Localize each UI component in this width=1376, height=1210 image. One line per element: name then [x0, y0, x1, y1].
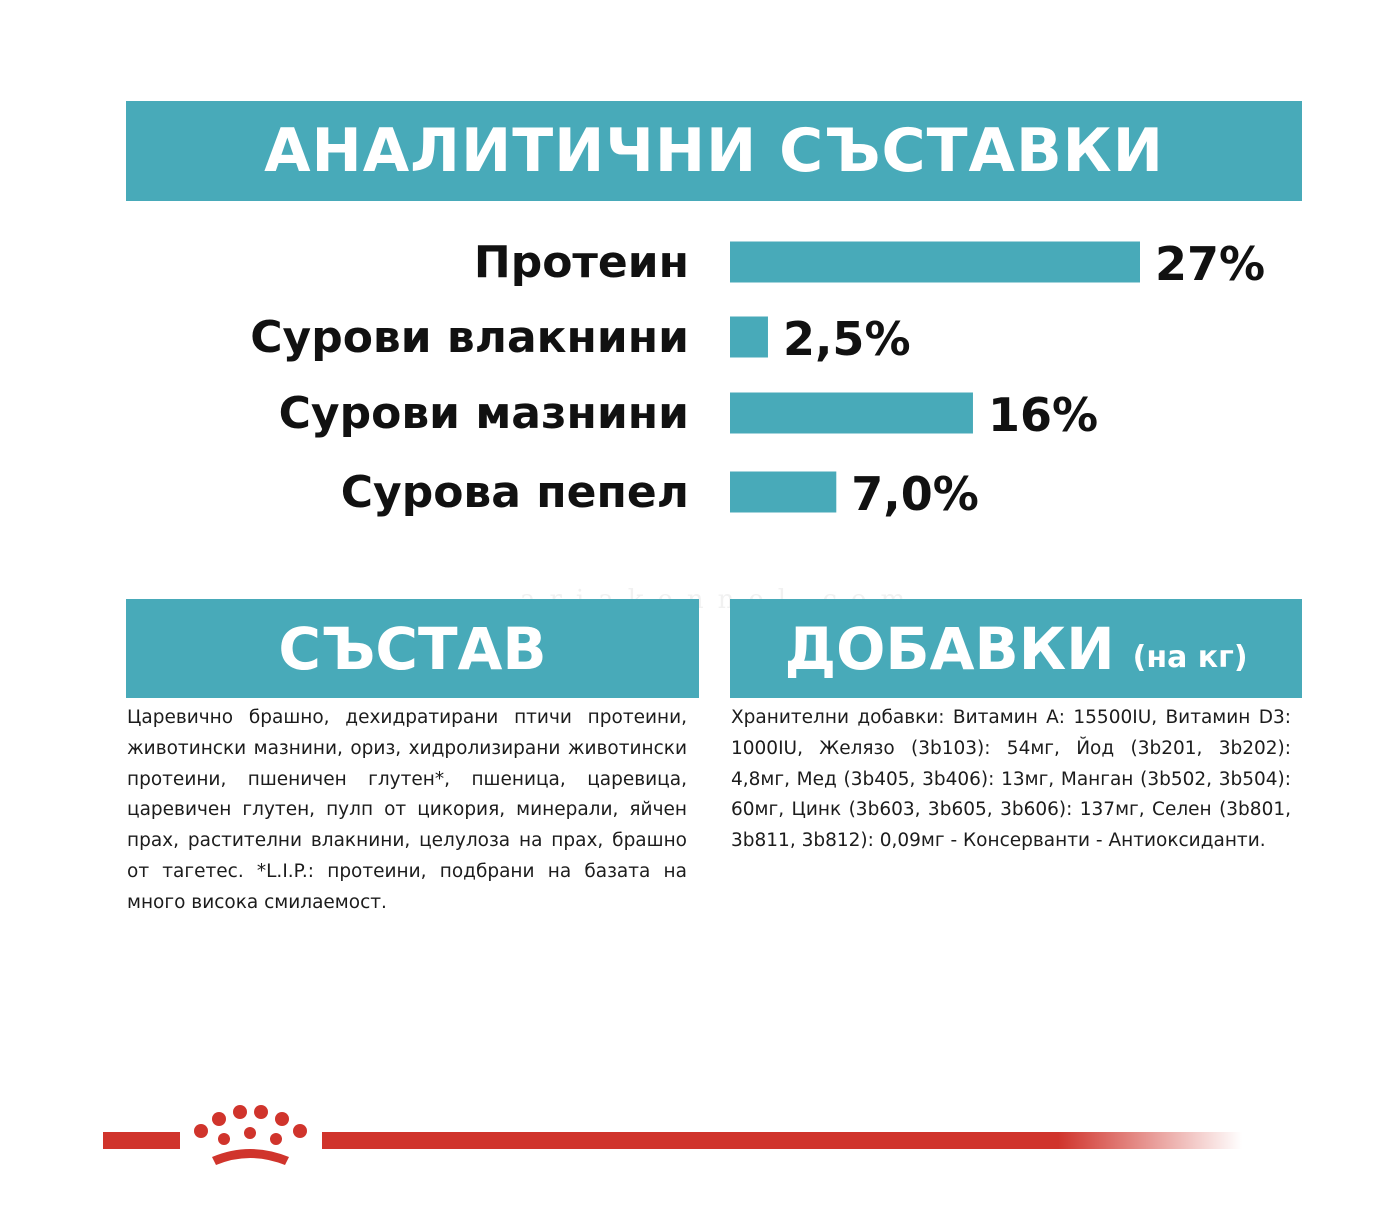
bar — [730, 471, 837, 513]
footer-line-left — [103, 1132, 180, 1149]
composition-title: СЪСТАВ — [278, 614, 547, 683]
bar — [730, 316, 768, 358]
value-label: 27% — [1155, 237, 1265, 291]
bar — [730, 392, 973, 434]
footer-line-right — [322, 1132, 1242, 1149]
value-label: 7,0% — [851, 467, 979, 521]
category-label: Сурова пепел — [341, 467, 689, 518]
additives-text: Хранителни добавки: Витамин А: 15500IU, … — [731, 707, 1291, 852]
page-title-text: АНАЛИТИЧНИ СЪСТАВКИ — [264, 116, 1164, 186]
bar — [730, 241, 1140, 283]
composition-text: Царевично брашно, дехидратирани птичи пр… — [127, 707, 687, 913]
value-label: 16% — [988, 388, 1098, 442]
additives-unit: (на кг) — [1132, 640, 1248, 675]
additives-header: ДОБАВКИ (на кг) — [730, 599, 1302, 698]
brand-footer — [103, 1105, 1242, 1165]
royal-canin-crown-icon — [194, 1105, 307, 1165]
category-label: Сурови мазнини — [279, 388, 689, 439]
composition-header: СЪСТАВ — [126, 599, 699, 698]
additives-title: ДОБАВКИ — [784, 614, 1115, 683]
value-label: 2,5% — [783, 312, 911, 366]
page-title: АНАЛИТИЧНИ СЪСТАВКИ — [126, 101, 1302, 201]
category-label: Протеин — [474, 237, 689, 288]
nutrient-bar-chart: Протеин 27% Сурови влакнини 2,5% Сурови мазн… — [250, 237, 1265, 521]
category-label: Сурови влакнини — [250, 312, 689, 363]
